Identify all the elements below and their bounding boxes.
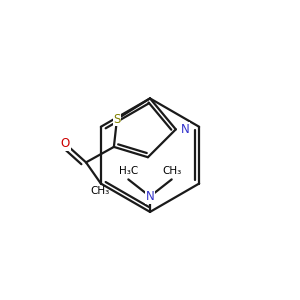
Text: O: O xyxy=(61,137,70,150)
Text: S: S xyxy=(113,112,121,125)
Text: H₃C: H₃C xyxy=(119,166,138,176)
Text: CH₃: CH₃ xyxy=(91,186,110,196)
Text: N: N xyxy=(180,123,189,136)
Text: CH₃: CH₃ xyxy=(162,166,181,176)
Text: N: N xyxy=(146,190,154,203)
